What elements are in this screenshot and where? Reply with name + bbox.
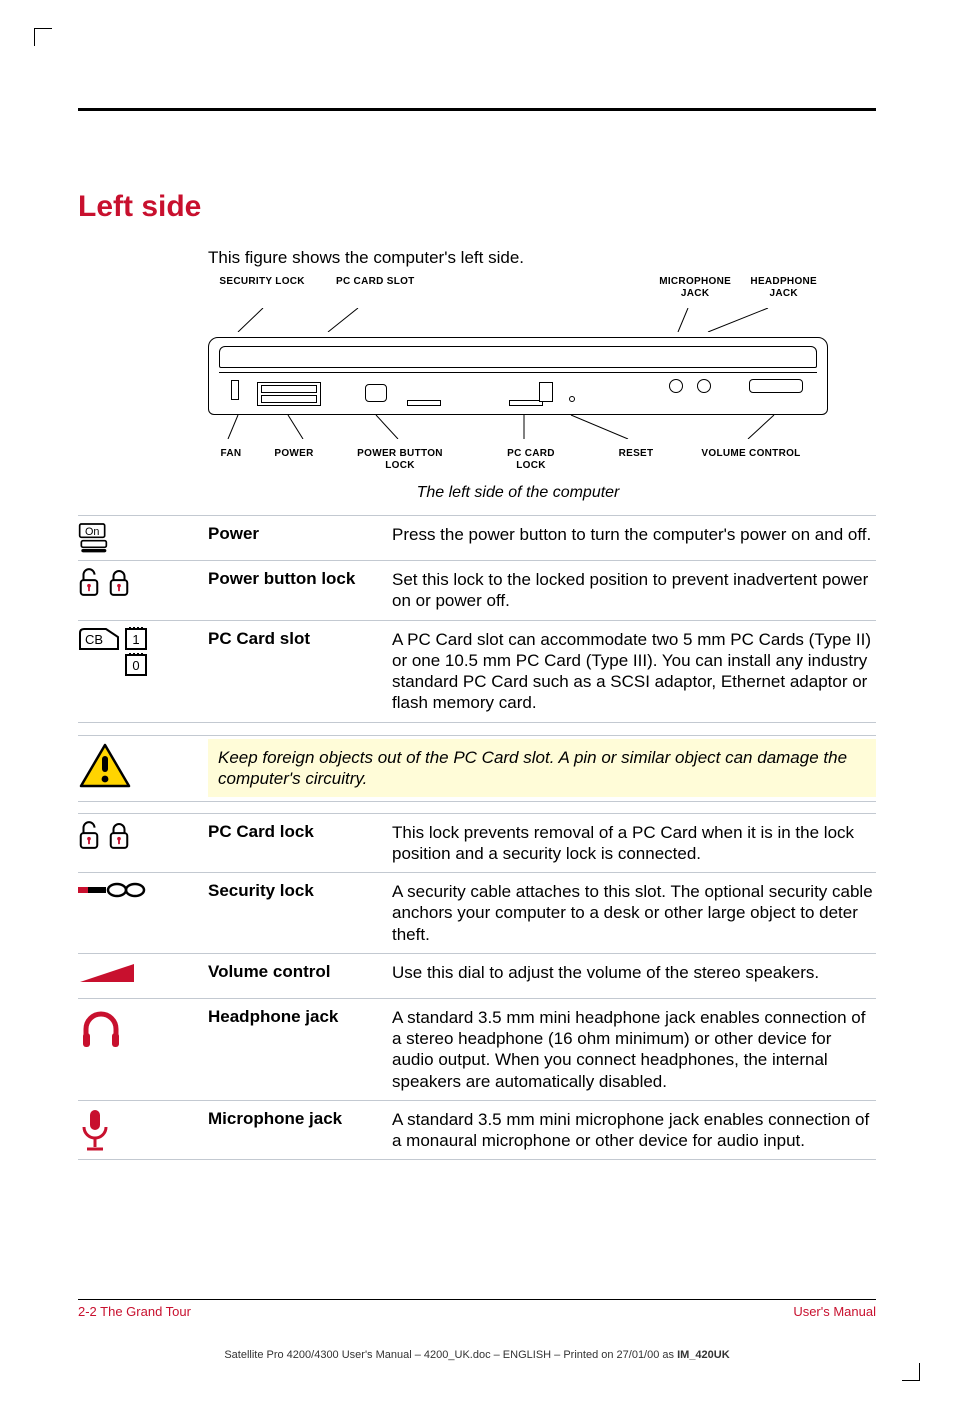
row-volume-control: Volume control Use this dial to adjust t… — [78, 953, 876, 999]
label-pbl-l1: POWER BUTTON — [357, 448, 443, 459]
intro-text: This figure shows the computer's left si… — [208, 248, 876, 268]
chassis-outline — [208, 337, 828, 415]
desc-pc-card-lock: This lock prevents removal of a PC Card … — [388, 814, 876, 873]
diagram-top-labels: SECURITY LOCK PC CARD SLOT MICROPHONE JA… — [208, 276, 828, 308]
desc-headphone-jack: A standard 3.5 mm mini headphone jack en… — [388, 999, 876, 1100]
volume-control-icon — [78, 960, 138, 986]
footer-left: 2-2 The Grand Tour — [78, 1304, 191, 1319]
build-footer-prefix: Satellite Pro 4200/4300 User's Manual – … — [224, 1349, 677, 1361]
padlock-open-icon — [78, 820, 100, 850]
label-fan: FAN — [208, 448, 254, 472]
diagram-bottom-labels: FAN POWER POWER BUTTON LOCK PC CARD LOCK… — [208, 448, 828, 472]
row-microphone-jack: Microphone jack A standard 3.5 mm mini m… — [78, 1100, 876, 1161]
diagram-caption: The left side of the computer — [208, 484, 828, 502]
page-heading: Left side — [78, 190, 876, 224]
term-pc-card-lock: PC Card lock — [208, 814, 388, 850]
padlock-closed-icon — [108, 567, 130, 597]
row-power: On Power Press the power button to turn … — [78, 515, 876, 561]
row-warning: Keep foreign objects out of the PC Card … — [78, 735, 876, 802]
label-pbl-l2: LOCK — [385, 460, 415, 471]
security-lock-icon — [78, 879, 152, 901]
footer-right: User's Manual — [793, 1304, 876, 1319]
term-microphone-jack: Microphone jack — [208, 1101, 388, 1137]
label-mic-jack-l2: JACK — [681, 288, 709, 299]
svg-text:CB: CB — [85, 632, 103, 647]
label-pc-card-slot: PC CARD SLOT — [316, 276, 434, 308]
term-power: Power — [208, 516, 388, 552]
svg-text:1: 1 — [132, 632, 139, 647]
svg-text:0: 0 — [132, 658, 139, 673]
desc-power-button-lock: Set this lock to the locked position to … — [388, 561, 876, 620]
warning-text: Keep foreign objects out of the PC Card … — [208, 739, 876, 798]
row-pc-card-slot: CB 1 0 PC Card slot A PC Card slot can a… — [78, 620, 876, 723]
desc-microphone-jack: A standard 3.5 mm mini microphone jack e… — [388, 1101, 876, 1160]
row-security-lock: Security lock A security cable attaches … — [78, 872, 876, 954]
svg-text:On: On — [85, 526, 99, 538]
row-headphone-jack: Headphone jack A standard 3.5 mm mini he… — [78, 998, 876, 1101]
label-hp-jack-l2: JACK — [770, 288, 798, 299]
label-hp-jack-l1: HEADPHONE — [750, 276, 817, 287]
label-security-lock: SECURITY LOCK — [208, 276, 316, 308]
build-footer-bold: IM_420UK — [677, 1349, 730, 1361]
padlock-closed-icon — [108, 820, 130, 850]
desc-volume-control: Use this dial to adjust the volume of th… — [388, 954, 876, 991]
term-power-button-lock: Power button lock — [208, 561, 388, 597]
pc-card-slot-icon: CB 1 0 — [78, 627, 164, 677]
term-volume-control: Volume control — [208, 954, 388, 990]
desc-security-lock: A security cable attaches to this slot. … — [388, 873, 876, 953]
term-headphone-jack: Headphone jack — [208, 999, 388, 1035]
label-pcl-l1: PC CARD — [507, 448, 555, 459]
label-reset: RESET — [596, 448, 676, 472]
label-power: POWER — [254, 448, 334, 472]
desc-pc-card-slot: A PC Card slot can accommodate two 5 mm … — [388, 621, 876, 722]
term-security-lock: Security lock — [208, 873, 388, 909]
term-pc-card-slot: PC Card slot — [208, 621, 388, 657]
diagram-top-leaders — [208, 308, 828, 332]
headphone-icon — [78, 1005, 124, 1051]
diagram-bottom-leaders — [208, 415, 828, 439]
left-side-diagram: SECURITY LOCK PC CARD SLOT MICROPHONE JA… — [208, 276, 828, 472]
top-rule — [78, 108, 876, 111]
desc-power: Press the power button to turn the compu… — [388, 516, 876, 553]
label-pcl-l2: LOCK — [516, 460, 546, 471]
warning-icon — [78, 742, 132, 790]
page-footer: 2-2 The Grand Tour User's Manual — [78, 1299, 876, 1319]
build-footer: Satellite Pro 4200/4300 User's Manual – … — [0, 1349, 954, 1361]
row-pc-card-lock: PC Card lock This lock prevents removal … — [78, 813, 876, 874]
power-on-icon: On — [78, 522, 118, 556]
row-power-button-lock: Power button lock Set this lock to the l… — [78, 560, 876, 621]
microphone-icon — [78, 1107, 112, 1153]
label-mic-jack-l1: MICROPHONE — [659, 276, 731, 287]
padlock-open-icon — [78, 567, 100, 597]
label-volume-control: VOLUME CONTROL — [676, 448, 826, 472]
